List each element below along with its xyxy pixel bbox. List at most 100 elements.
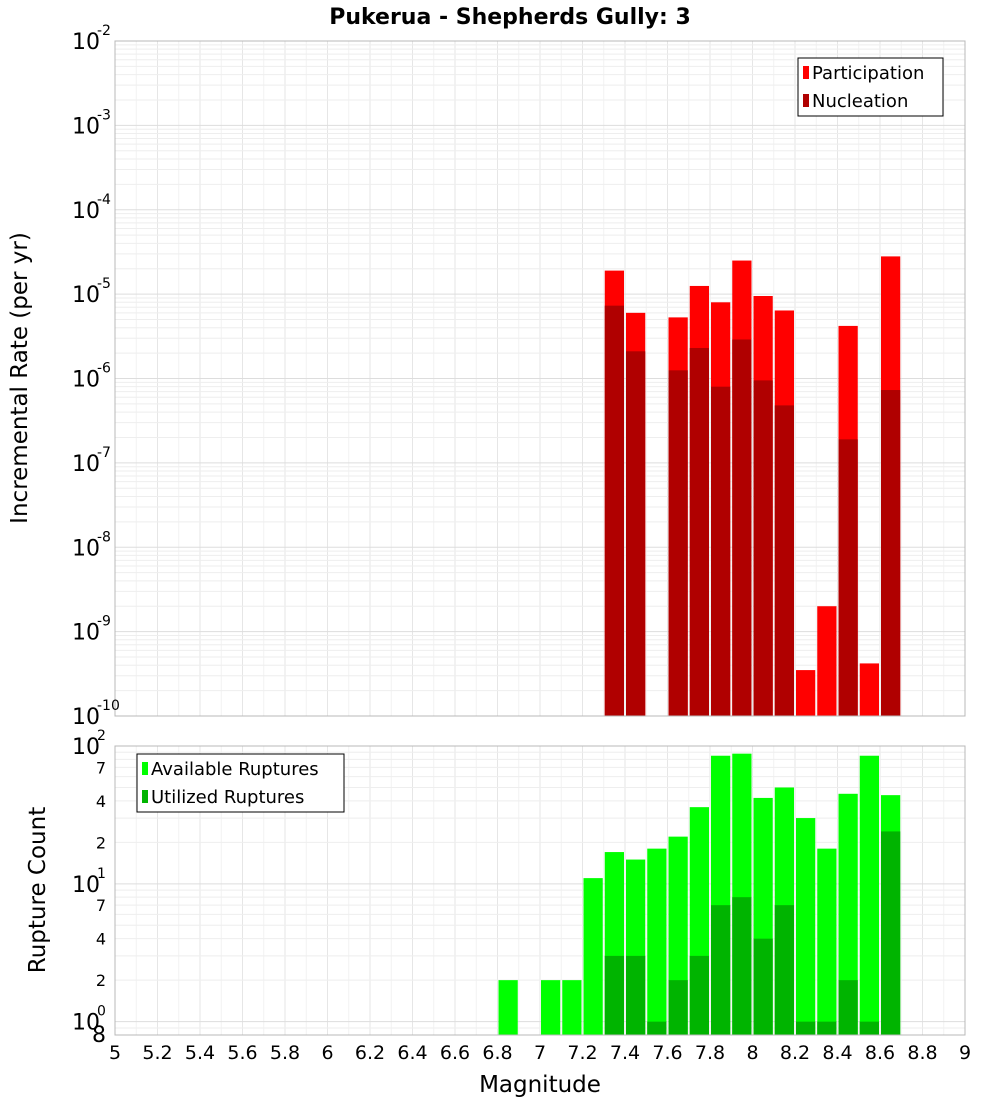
x-tick-label: 9 xyxy=(959,1042,971,1064)
bottom-legend: Available Ruptures Utilized Ruptures xyxy=(136,753,345,813)
x-tick-label: 6.8 xyxy=(482,1042,512,1064)
top-legend-swatch xyxy=(803,94,809,107)
x-tick-label: 7.8 xyxy=(695,1042,725,1064)
top-bar-series2 xyxy=(604,305,624,716)
x-tick-label: 8.6 xyxy=(865,1042,895,1064)
top-y-tick-exponent: -3 xyxy=(97,107,111,123)
top-y-tick-label: 10 xyxy=(72,30,100,55)
x-tick-label: 6 xyxy=(321,1042,333,1064)
chart-title: Pukerua - Shepherds Gully: 3 xyxy=(329,5,691,30)
bottom-y-tick-exponent: 1 xyxy=(97,866,106,882)
top-y-tick-exponent: -2 xyxy=(97,23,111,39)
x-tick-label: 8.2 xyxy=(780,1042,810,1064)
x-tick-label: 6.2 xyxy=(355,1042,385,1064)
bottom-bar-series1 xyxy=(647,848,667,1035)
bottom-bar-series2 xyxy=(711,905,731,1035)
x-tick-label: 8.4 xyxy=(822,1042,852,1064)
bottom-bar-series2 xyxy=(796,1021,816,1035)
top-y-tick-label: 10 xyxy=(72,283,100,308)
bottom-plot-frame xyxy=(114,745,966,1036)
top-y-tick-exponent: -6 xyxy=(97,361,111,377)
top-legend-swatch xyxy=(803,66,809,79)
bottom-bar-series1 xyxy=(838,793,858,1035)
bottom-legend-swatch xyxy=(142,790,148,803)
bottom-bar-series2 xyxy=(689,955,709,1035)
bottom-y-tick-exponent: 2 xyxy=(97,728,106,744)
bottom-y-minor-label: 4 xyxy=(96,930,106,949)
x-tick-label: 6.6 xyxy=(440,1042,470,1064)
top-grid xyxy=(114,40,966,717)
bottom-bar-series1 xyxy=(859,755,879,1035)
bottom-bar-series1 xyxy=(796,818,816,1035)
bottom-bars xyxy=(498,753,901,1035)
bottom-legend-label: Available Ruptures xyxy=(151,759,319,780)
x-ticks: 5 5.2 5.4 5.6 5.8 6 6.2 6.4 6.6 6.8 7 7.2 7.4 7.6 7.8 8… xyxy=(109,1042,971,1064)
bottom-bar-series2 xyxy=(817,1021,837,1035)
x-tick-label: 5.6 xyxy=(227,1042,257,1064)
bottom-bar-series2 xyxy=(881,831,901,1035)
top-y-tick-exponent: -10 xyxy=(97,698,120,714)
x-tick-label: 5 xyxy=(109,1042,121,1064)
bottom-y-tick-label: 10 xyxy=(72,1011,100,1036)
top-y-tick-exponent: -8 xyxy=(97,529,111,545)
top-bar-series2 xyxy=(732,339,752,716)
top-legend: Participation Nucleation xyxy=(797,57,944,117)
top-y-tick-label: 10 xyxy=(72,199,100,224)
top-bar-series1 xyxy=(859,663,879,716)
top-bar-series2 xyxy=(668,370,688,716)
x-tick-label: 8 xyxy=(746,1042,758,1064)
bottom-legend-box xyxy=(136,753,345,813)
x-tick-label: 5.4 xyxy=(185,1042,215,1064)
top-y-tick-label: 10 xyxy=(72,368,100,393)
x-tick-label: 5.8 xyxy=(270,1042,300,1064)
bottom-bar-series2 xyxy=(668,980,688,1035)
top-legend-label: Nucleation xyxy=(812,91,908,112)
top-panel: 10-1010-910-810-710-610-510-410-310-2Par… xyxy=(72,23,966,730)
bottom-bar-series2 xyxy=(859,1021,879,1035)
x-tick-label: 7.2 xyxy=(567,1042,597,1064)
top-y-tick-exponent: -9 xyxy=(97,614,111,630)
bottom-legend-swatch xyxy=(142,762,148,775)
x-tick-label: 7.4 xyxy=(610,1042,640,1064)
x-axis-label: Magnitude xyxy=(479,1072,601,1098)
bottom-bar-series1 xyxy=(541,980,561,1035)
bottom-bar-series2 xyxy=(838,980,858,1035)
x-tick-label: 7.6 xyxy=(652,1042,682,1064)
top-legend-label: Participation xyxy=(812,63,924,84)
top-y-tick-exponent: -4 xyxy=(97,192,111,208)
bottom-y-minor-label: 2 xyxy=(96,971,106,990)
bottom-y-minor-label: 8 xyxy=(92,1023,106,1048)
bottom-bar-series2 xyxy=(626,955,646,1035)
bottom-bar-series2 xyxy=(604,955,624,1035)
top-y-tick-label: 10 xyxy=(72,705,100,730)
top-y-axis-label: Incremental Rate (per yr) xyxy=(7,232,33,524)
bottom-bar-series1 xyxy=(498,980,518,1035)
x-tick-label: 8.8 xyxy=(907,1042,937,1064)
top-bar-series2 xyxy=(626,351,646,716)
top-bar-series2 xyxy=(774,405,794,716)
bottom-bar-series1 xyxy=(562,980,582,1035)
bottom-bar-series2 xyxy=(732,897,752,1035)
top-y-tick-label: 10 xyxy=(72,621,100,646)
bottom-y-axis-label: Rupture Count xyxy=(25,807,51,973)
bottom-y-minor-label: 7 xyxy=(96,758,106,777)
bottom-bar-series2 xyxy=(753,938,773,1035)
bottom-bar-series1 xyxy=(817,848,837,1035)
top-y-tick-label: 10 xyxy=(72,114,100,139)
top-bar-series2 xyxy=(689,347,709,716)
bottom-y-minor-label: 4 xyxy=(96,792,106,811)
top-bar-series2 xyxy=(881,390,901,716)
x-tick-label: 7 xyxy=(534,1042,546,1064)
bottom-bar-series2 xyxy=(774,905,794,1035)
top-y-tick-exponent: -7 xyxy=(97,445,111,461)
top-bar-series2 xyxy=(838,439,858,716)
bottom-y-tick-label: 10 xyxy=(72,873,100,898)
x-tick-label: 6.4 xyxy=(397,1042,427,1064)
bottom-y-minor-label: 2 xyxy=(96,833,106,852)
top-plot-frame xyxy=(114,40,966,717)
top-y-tick-label: 10 xyxy=(72,536,100,561)
top-bar-series1 xyxy=(817,606,837,716)
